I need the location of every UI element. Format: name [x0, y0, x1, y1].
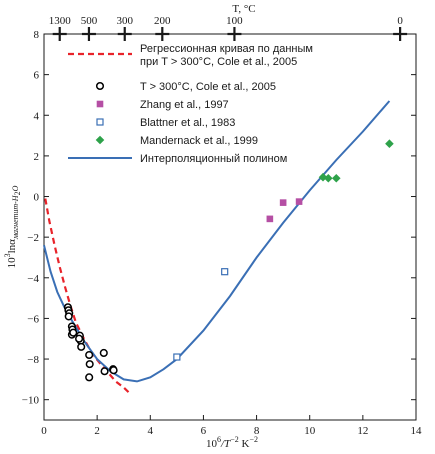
- y-tick-label: 8: [34, 29, 40, 41]
- y-tick-label: −4: [27, 273, 39, 285]
- x-axis-title-sup2: −2: [230, 435, 239, 444]
- axis-titles: T, °C 106/T−2 K−2 103lnαмагнетит-H2O: [3, 3, 258, 450]
- top-tick-label: 200: [154, 15, 171, 27]
- legend-label: Zhang et al., 1997: [140, 99, 229, 111]
- legend-label: Регрессионная кривая по данным: [140, 43, 313, 55]
- legend-label: Blattner et al., 1983: [140, 117, 235, 129]
- y-tick-label: −2: [27, 232, 39, 244]
- data-points: [63, 139, 394, 382]
- data-point-circle: [64, 312, 73, 321]
- data-point-square: [279, 199, 287, 206]
- y-axis-title-sub2: 2: [13, 191, 22, 195]
- legend-label: Mandernack et al., 1999: [140, 135, 258, 147]
- data-point-diamond: [331, 173, 341, 183]
- data-point-circle: [100, 367, 109, 376]
- regression-curve: [44, 198, 130, 394]
- data-point-square: [96, 100, 104, 108]
- data-point-open-square: [221, 268, 229, 276]
- y-axis-title-sub3: O: [11, 185, 20, 191]
- data-point-circle: [75, 334, 84, 343]
- axes: 0 2 4 6 8 10 12 14 −10 −8 −6 −4 −2 0 2 4 6 8 1300 500 300 200…: [22, 15, 422, 437]
- y-tick-label: 2: [34, 151, 40, 163]
- x-tick-label: 0: [41, 425, 47, 437]
- top-tick-label: 500: [81, 15, 98, 27]
- x-tick-label: 10: [304, 425, 316, 437]
- legend-label-line2: при T > 300°C, Cole et al., 2005: [140, 56, 297, 68]
- top-axis-title: T, °C: [232, 3, 255, 15]
- y-axis-title-main: 10: [6, 257, 18, 269]
- data-point-circle: [99, 348, 108, 358]
- data-point-circle: [69, 328, 78, 337]
- data-point-circle: [85, 373, 94, 382]
- top-tick-label: 300: [116, 15, 133, 27]
- x-axis-title-sup3: −2: [249, 435, 258, 444]
- y-tick-label: 6: [34, 70, 40, 82]
- top-tick-label: 100: [226, 15, 243, 27]
- legend-label: T > 300°C, Cole et al., 2005: [140, 81, 276, 93]
- y-tick-label: −8: [27, 354, 39, 366]
- x-axis-title-mid: /T: [220, 438, 231, 450]
- y-tick-label: 4: [34, 110, 40, 122]
- data-point-circle: [109, 366, 118, 375]
- data-point-square: [266, 215, 274, 223]
- data-point-circle: [77, 342, 86, 351]
- x-axis-title-unit: K: [239, 438, 250, 450]
- data-point-diamond: [95, 135, 105, 145]
- data-point-open-square: [96, 118, 104, 126]
- x-tick-label: 4: [148, 425, 154, 437]
- x-axis-title: 106/T−2 K−2: [206, 435, 258, 450]
- legend-label: Интерполяционный полином: [140, 153, 287, 165]
- y-tick-label: −10: [22, 395, 40, 407]
- x-axis-title-main: 10: [206, 438, 218, 450]
- data-point-diamond: [385, 139, 394, 149]
- data-point-diamond: [324, 173, 333, 183]
- x-tick-label: 14: [411, 425, 423, 437]
- x-tick-label: 2: [94, 425, 100, 437]
- y-axis-title-sup: 3: [3, 253, 12, 257]
- x-tick-label: 12: [357, 425, 368, 437]
- y-axis-title-sub: магнетит-H: [11, 194, 20, 240]
- data-point-circle: [95, 81, 105, 91]
- y-axis-title: 103lnαмагнетит-H2O: [3, 185, 22, 268]
- data-point-circle: [85, 360, 94, 369]
- x-tick-label: 6: [201, 425, 207, 437]
- y-tick-label: −6: [27, 313, 39, 325]
- data-point-circle: [85, 350, 94, 360]
- top-tick-label: 0: [397, 15, 403, 27]
- data-point-open-square: [173, 353, 181, 361]
- x-tick-label: 8: [254, 425, 260, 437]
- y-tick-label: 0: [34, 192, 40, 204]
- y-axis-title-ln: lnα: [6, 239, 18, 254]
- data-point-square: [295, 198, 303, 205]
- x-axis-title-sup1: 6: [217, 435, 221, 444]
- top-tick-label: 1300: [49, 15, 72, 27]
